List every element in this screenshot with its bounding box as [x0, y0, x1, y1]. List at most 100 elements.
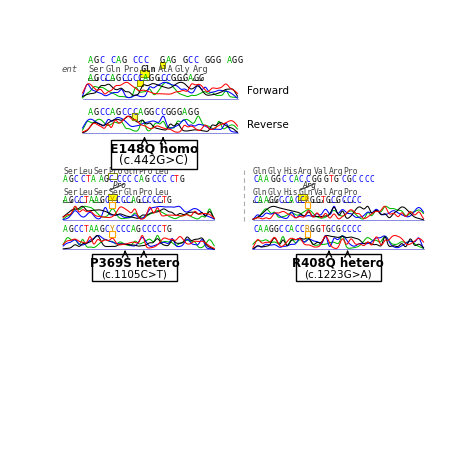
Text: C: C	[110, 56, 115, 65]
Text: G: G	[334, 174, 339, 183]
Text: C: C	[160, 108, 165, 117]
Text: C: C	[134, 174, 138, 183]
FancyBboxPatch shape	[137, 80, 143, 86]
Text: C: C	[120, 196, 125, 205]
Text: Leu: Leu	[154, 188, 168, 197]
Text: T: T	[320, 226, 325, 235]
Text: C: C	[115, 196, 120, 205]
FancyBboxPatch shape	[132, 113, 137, 119]
Text: T: T	[320, 196, 325, 205]
Text: C: C	[357, 196, 362, 205]
Text: Ser: Ser	[88, 64, 104, 73]
Text: C: C	[155, 108, 160, 117]
Text: C: C	[146, 196, 151, 205]
Text: C: C	[73, 174, 78, 183]
Text: R: R	[305, 196, 310, 205]
Text: Val: Val	[313, 167, 328, 176]
Text: G: G	[180, 174, 184, 183]
Text: G: G	[269, 196, 273, 205]
Text: C: C	[156, 196, 162, 205]
Text: C: C	[73, 226, 78, 235]
Text: C: C	[300, 226, 305, 235]
Text: G: G	[315, 226, 320, 235]
Text: Gln: Gln	[105, 64, 121, 73]
Text: C: C	[352, 196, 356, 205]
Text: G: G	[171, 108, 176, 117]
Text: C: C	[346, 196, 351, 205]
Text: C: C	[79, 226, 83, 235]
Text: G: G	[324, 174, 328, 183]
Text: G: G	[232, 56, 237, 65]
Text: C: C	[132, 56, 137, 65]
Text: G: G	[165, 108, 171, 117]
Text: A: A	[63, 196, 68, 205]
Text: C: C	[132, 74, 137, 83]
Text: C: C	[162, 174, 167, 183]
Text: T: T	[174, 174, 179, 183]
Text: Gly: Gly	[268, 188, 283, 197]
Text: A: A	[139, 174, 144, 183]
Text: G: G	[93, 56, 99, 65]
Text: Val: Val	[313, 188, 328, 197]
Text: G: G	[144, 174, 149, 183]
Text: C: C	[352, 226, 356, 235]
Text: C: C	[99, 56, 104, 65]
Text: G: G	[210, 56, 215, 65]
Text: C: C	[127, 174, 131, 183]
Text: A: A	[89, 196, 94, 205]
Text: G: G	[215, 56, 220, 65]
Text: A: A	[131, 226, 136, 235]
Text: G: G	[346, 174, 351, 183]
FancyBboxPatch shape	[140, 70, 149, 76]
Text: C: C	[132, 108, 137, 117]
Text: C: C	[341, 174, 346, 183]
Text: G: G	[177, 108, 182, 117]
Text: A: A	[94, 196, 99, 205]
Text: T: T	[329, 174, 334, 183]
Text: C: C	[127, 108, 132, 117]
Text: A: A	[110, 108, 115, 117]
Text: G: G	[149, 74, 154, 83]
Text: E148Q homo: E148Q homo	[109, 143, 198, 156]
Text: G: G	[121, 56, 127, 65]
Text: Gln: Gln	[298, 188, 313, 197]
Text: G: G	[316, 174, 321, 183]
Text: C: C	[331, 226, 336, 235]
Text: A: A	[289, 226, 294, 235]
Text: A: A	[131, 196, 136, 205]
Text: C: C	[105, 108, 110, 117]
Text: C: C	[115, 226, 120, 235]
Text: Gly: Gly	[175, 64, 191, 73]
Text: C: C	[120, 226, 125, 235]
Text: C: C	[279, 196, 284, 205]
Text: Ser: Ser	[63, 167, 78, 176]
Text: R408Q hetero: R408Q hetero	[292, 257, 384, 270]
Text: A: A	[264, 196, 268, 205]
Text: G: G	[182, 74, 187, 83]
Text: Arg: Arg	[192, 64, 208, 73]
Text: C: C	[253, 196, 258, 205]
Text: C: C	[126, 226, 130, 235]
Text: A: A	[91, 174, 96, 183]
Text: G: G	[271, 174, 275, 183]
Text: C: C	[126, 196, 130, 205]
Text: A: A	[63, 226, 68, 235]
Text: A: A	[110, 74, 115, 83]
Text: G: G	[136, 196, 141, 205]
Text: C: C	[73, 196, 78, 205]
Text: C: C	[121, 108, 127, 117]
FancyBboxPatch shape	[108, 193, 117, 200]
Text: (c.442G>C): (c.442G>C)	[119, 155, 188, 167]
Text: Gln: Gln	[253, 188, 268, 197]
Text: ent: ent	[62, 64, 78, 73]
Text: G: G	[193, 74, 199, 83]
Text: G: G	[237, 56, 243, 65]
Text: C: C	[121, 174, 126, 183]
Text: Leu: Leu	[78, 167, 93, 176]
Text: C: C	[188, 56, 193, 65]
Text: G: G	[269, 226, 273, 235]
Text: C: C	[105, 196, 109, 205]
Text: G: G	[93, 108, 99, 117]
Text: G: G	[326, 226, 330, 235]
FancyBboxPatch shape	[111, 140, 197, 169]
